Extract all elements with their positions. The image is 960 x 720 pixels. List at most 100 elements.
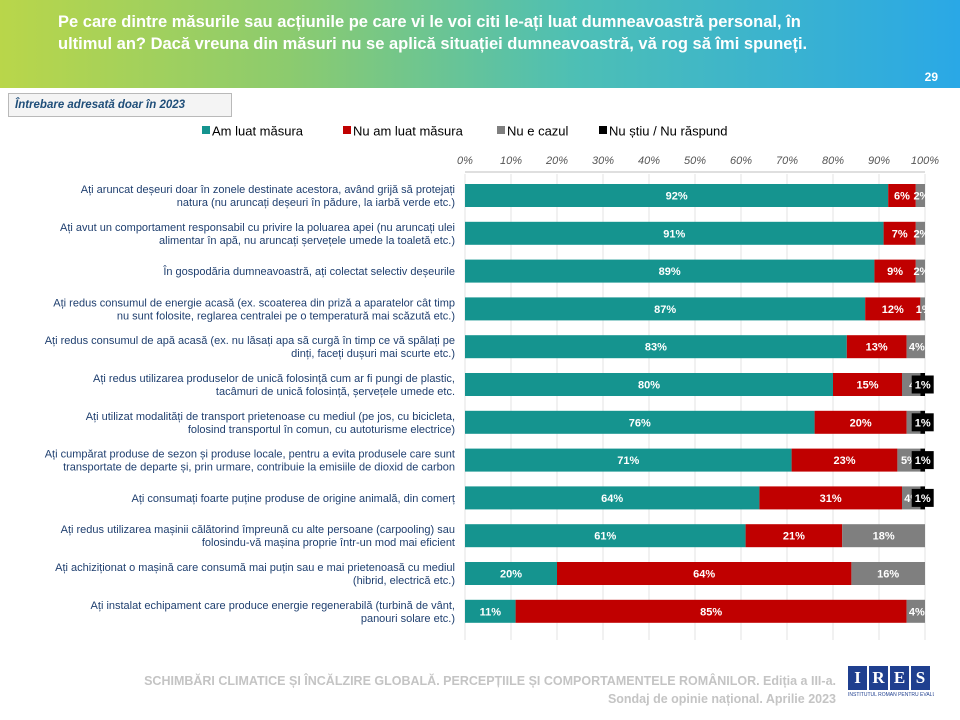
category-label: Ați aruncat deșeuri doar în zonele desti… xyxy=(81,184,455,209)
category-label: Ați achiziționat o mașină care consumă m… xyxy=(55,562,455,587)
data-label-box xyxy=(911,488,934,507)
logo-tagline: INSTITUTUL ROMÂN PENTRU EVALUARE ȘI STRA… xyxy=(848,692,934,698)
category-label: Ați utilizat modalități de transport pri… xyxy=(86,411,455,436)
page-number: 29 xyxy=(924,70,938,84)
data-label: 18% xyxy=(873,531,895,543)
data-label: 91% xyxy=(663,228,685,240)
bar-segment xyxy=(846,335,907,359)
bar-segment xyxy=(465,599,516,623)
x-tick-label: 80% xyxy=(822,155,844,167)
data-label: 1% xyxy=(915,380,931,392)
data-label: 6% xyxy=(894,191,910,203)
data-label: 16% xyxy=(877,569,899,581)
x-tick-label: 60% xyxy=(730,155,752,167)
category-label: Ați instalat echipament care produce ene… xyxy=(91,600,455,625)
bar-segment xyxy=(515,599,907,623)
logo-letter: I xyxy=(848,666,867,690)
x-tick-label: 30% xyxy=(592,155,614,167)
header-banner: Pe care dintre măsurile sau acțiunile pe… xyxy=(0,0,960,88)
category-label: Ați redus utilizarea mașinii călătorind … xyxy=(61,524,455,549)
x-tick-label: 70% xyxy=(776,155,798,167)
category-label: Ați redus consumul de energie acasă (ex.… xyxy=(53,297,455,322)
bar-segment xyxy=(557,562,852,585)
legend-label: Nu e cazul xyxy=(507,124,569,139)
data-label: 1% xyxy=(915,493,931,505)
bar-segment xyxy=(865,297,921,321)
footer-line-2: Sondaj de opinie național. Aprilie 2023 xyxy=(607,692,836,706)
logo-letter: E xyxy=(890,666,909,690)
data-label: 2% xyxy=(913,191,929,203)
bar-segment xyxy=(814,410,907,434)
data-label: 1% xyxy=(915,455,931,467)
data-label: 13% xyxy=(866,342,888,354)
logo-letter: R xyxy=(869,666,888,690)
bar-segment xyxy=(465,184,889,207)
logo-letter: S xyxy=(911,666,930,690)
x-tick-label: 10% xyxy=(500,155,522,167)
data-label: 89% xyxy=(659,266,681,278)
data-label: 64% xyxy=(601,493,623,505)
data-label: 64% xyxy=(693,569,715,581)
data-label: 12% xyxy=(882,304,904,316)
bar-segment xyxy=(465,221,884,245)
legend-swatch xyxy=(343,126,351,134)
data-label: 11% xyxy=(480,606,502,618)
bar-segment xyxy=(465,486,760,510)
legend-swatch xyxy=(497,126,505,134)
x-tick-label: 100% xyxy=(911,155,939,167)
data-label: 4% xyxy=(909,606,925,618)
footer-line-1: SCHIMBĂRI CLIMATICE ȘI ÎNCĂLZIRE GLOBALĂ… xyxy=(144,674,836,688)
data-label: 7% xyxy=(892,228,908,240)
bar-segment xyxy=(906,335,925,359)
bar-segment xyxy=(915,259,925,283)
bar-segment xyxy=(851,562,925,585)
data-label: 31% xyxy=(820,493,842,505)
data-label: 92% xyxy=(666,191,688,203)
bar-segment xyxy=(842,524,925,548)
x-tick-label: 20% xyxy=(545,155,568,167)
bar-segment xyxy=(465,448,792,472)
data-label: 2% xyxy=(913,266,929,278)
bar-segment xyxy=(915,221,925,245)
page-title: Pe care dintre măsurile sau acțiunile pe… xyxy=(58,13,808,53)
bar-segment xyxy=(920,297,925,321)
logo-letters: I R E S xyxy=(848,666,938,690)
data-label: 76% xyxy=(629,417,651,429)
data-label: 1% xyxy=(916,304,932,316)
data-label: 4% xyxy=(909,342,925,354)
category-label: Ați redus consumul de apă acasă (ex. nu … xyxy=(45,335,455,360)
data-label: 21% xyxy=(783,531,805,543)
question-note: Întrebare adresată doar în 2023 xyxy=(8,93,232,117)
data-label: 80% xyxy=(638,380,660,392)
category-label: Ați cumpărat produse de sezon și produse… xyxy=(45,449,455,474)
bar-segment xyxy=(465,373,833,396)
data-label: 9% xyxy=(887,266,903,278)
bar-segment xyxy=(791,448,898,472)
legend-label: Nu știu / Nu răspund xyxy=(609,124,728,139)
bar-segment xyxy=(759,486,902,510)
category-label: Ați avut un comportament responsabil cu … xyxy=(60,222,455,247)
data-label: 61% xyxy=(594,531,616,543)
bar-segment xyxy=(465,410,815,434)
legend-swatch xyxy=(202,126,210,134)
bar-segment xyxy=(888,184,916,207)
x-tick-label: 50% xyxy=(684,155,706,167)
data-label: 15% xyxy=(856,380,878,392)
data-label: 71% xyxy=(617,455,639,467)
x-tick-label: 90% xyxy=(868,155,890,167)
bar-segment xyxy=(745,524,843,548)
data-label: 23% xyxy=(833,455,855,467)
bar-segment xyxy=(465,562,557,585)
category-label: Ați redus utilizarea produselor de unică… xyxy=(93,373,455,398)
data-label-box xyxy=(911,375,934,394)
ires-logo: I R E S INSTITUTUL ROMÂN PENTRU EVALUARE… xyxy=(848,666,938,700)
legend-swatch xyxy=(599,126,607,134)
data-label: 87% xyxy=(654,304,676,316)
data-label: 85% xyxy=(700,606,722,618)
data-label-box xyxy=(911,451,934,470)
data-label: 1% xyxy=(915,417,931,429)
bar-segment xyxy=(883,221,916,245)
data-label-box xyxy=(911,413,934,432)
bar-segment xyxy=(906,599,925,623)
